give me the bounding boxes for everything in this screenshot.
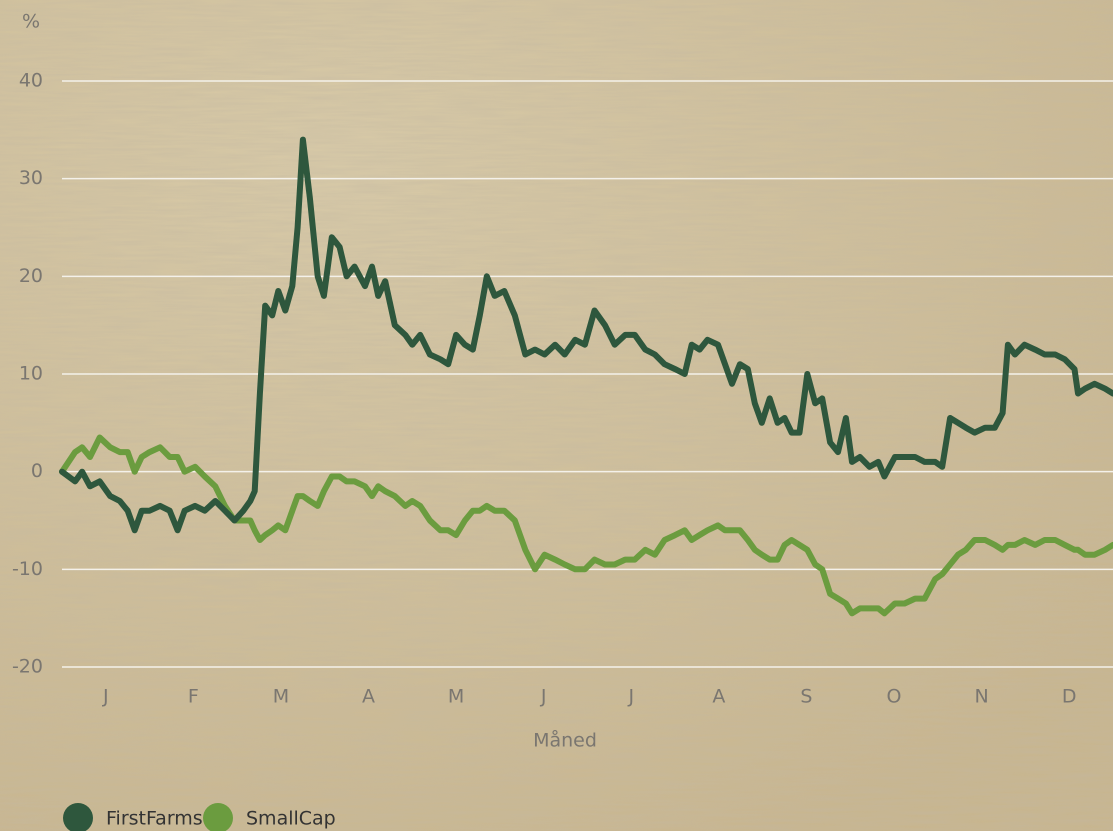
- x-tick-label: J: [627, 686, 634, 708]
- y-tick-label: 40: [19, 70, 43, 92]
- chart: % Måned FirstFarms SmallCap -20 -10 0 10 20 30…: [0, 0, 1113, 831]
- x-tick-label: J: [540, 686, 547, 708]
- legend-label: FirstFarms: [106, 808, 203, 830]
- y-tick-label: -20: [12, 656, 43, 678]
- texture: [0, 0, 1113, 831]
- x-tick-label: O: [887, 686, 902, 708]
- x-tick-label: D: [1062, 686, 1077, 708]
- page: {"chart_data": {"type": "line", "y_label…: [0, 0, 1113, 831]
- y-tick-label: 30: [19, 167, 43, 189]
- x-tick-label: J: [102, 686, 109, 708]
- x-tick-label: A: [712, 686, 725, 708]
- y-tick-label: 10: [19, 363, 43, 385]
- x-tick-label: S: [800, 686, 812, 708]
- y-tick-label: 0: [31, 460, 43, 482]
- y-tick-label: 20: [19, 265, 43, 287]
- y-axis-label: %: [22, 11, 40, 33]
- y-tick-label: -10: [12, 558, 43, 580]
- x-tick-label: F: [188, 686, 199, 708]
- x-tick-label: M: [273, 686, 289, 708]
- x-tick-label: A: [362, 686, 375, 708]
- x-tick-label: N: [975, 686, 989, 708]
- x-axis-label: Måned: [533, 729, 597, 752]
- x-tick-label: M: [448, 686, 464, 708]
- legend-label: SmallCap: [246, 808, 336, 830]
